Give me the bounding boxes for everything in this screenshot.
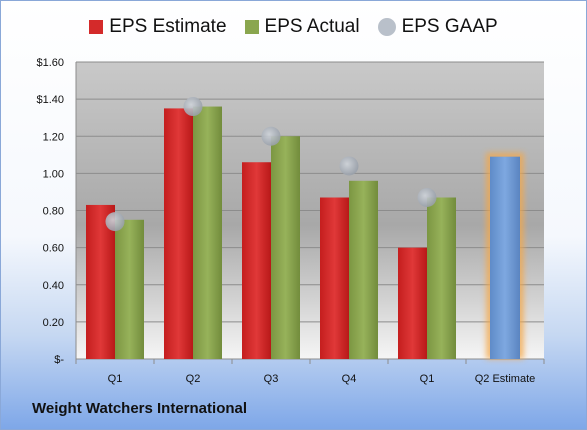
y-tick-label: 1.20 [43,131,64,143]
legend-item-estimate: EPS Estimate [89,16,227,38]
bar-eps-estimate [242,162,271,359]
bar-eps-actual [427,197,456,359]
point-eps-gaap [417,188,437,208]
legend-label-estimate: EPS Estimate [109,16,227,37]
bar-eps-actual [349,180,378,359]
legend-item-gaap: EPS GAAP [377,16,498,38]
source-label: Weight Watchers International [32,400,248,417]
bar-eps-actual [193,106,222,359]
bar-eps-estimate [398,247,427,359]
y-tick-label: 0.80 [43,206,64,218]
legend-label-actual: EPS Actual [264,16,360,37]
legend-swatch-actual [244,20,259,34]
y-tick-label: $- [54,354,64,366]
x-tick-label: Q2 Estimate [475,373,536,385]
bar-eps-actual [115,219,144,359]
bar-q2-estimate [490,156,520,359]
point-eps-gaap [339,156,359,176]
y-tick-label: 0.20 [43,317,64,329]
legend: EPS Estimate EPS Actual EPS GAAP [0,16,587,38]
bar-eps-actual [271,136,300,359]
bar-eps-estimate [164,108,193,359]
x-tick-label: Q2 [186,373,201,385]
legend-item-actual: EPS Actual [244,16,360,38]
bar-eps-estimate [320,197,349,359]
legend-swatch-estimate [89,20,104,34]
y-tick-label: 1.00 [43,168,64,180]
legend-swatch-gaap [377,18,396,36]
y-tick-label: $1.60 [36,57,64,69]
x-tick-label: Q4 [342,373,357,385]
x-tick-label: Q3 [264,373,279,385]
point-eps-gaap [105,212,125,232]
x-tick-label: Q1 [108,373,123,385]
y-tick-label: 0.60 [43,243,64,255]
point-eps-gaap [183,97,203,117]
x-tick-label: Q1 [420,373,435,385]
point-eps-gaap [261,126,281,146]
bar-eps-estimate [86,204,115,359]
y-tick-label: 0.40 [43,280,64,292]
y-tick-label: $1.40 [36,94,64,106]
legend-label-gaap: EPS GAAP [401,16,498,37]
